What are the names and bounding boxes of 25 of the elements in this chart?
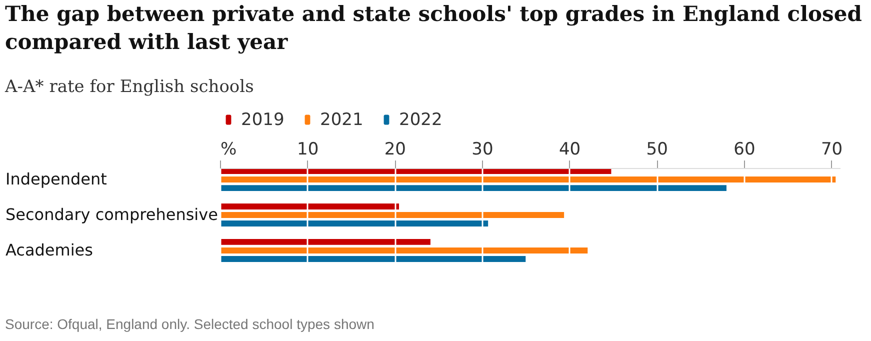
bar: [220, 220, 488, 227]
bar: [220, 247, 588, 254]
x-tick-label: %: [220, 140, 237, 160]
legend-label: 2022: [399, 110, 442, 130]
chart-title: The gap between private and state schools' top grades in England closed compared with last year: [5, 1, 862, 54]
x-tick-label: 10: [297, 140, 319, 160]
x-tick-label: 40: [558, 140, 581, 160]
x-tick-label: 70: [820, 140, 843, 160]
y-tick-label: Independent: [6, 170, 107, 189]
x-tick-label: 50: [646, 140, 668, 160]
bar: [220, 212, 564, 218]
bar: [220, 176, 836, 183]
x-tick-label: 20: [384, 140, 406, 160]
y-tick-label: Secondary comprehensive: [6, 205, 218, 224]
bar: [220, 185, 726, 192]
chart-subtitle: A-A* rate for English schools: [4, 77, 254, 97]
legend-label: 2021: [320, 110, 364, 130]
legend-label: 2019: [241, 110, 284, 130]
bar: [220, 256, 526, 262]
x-tick-label: 30: [472, 140, 494, 160]
source-note: Source: Ofqual, England only. Selected school types shown: [5, 316, 374, 332]
x-tick-label: 60: [734, 140, 756, 160]
bar: [220, 203, 400, 210]
bar: [220, 238, 430, 245]
y-tick-label: Academies: [6, 240, 93, 260]
